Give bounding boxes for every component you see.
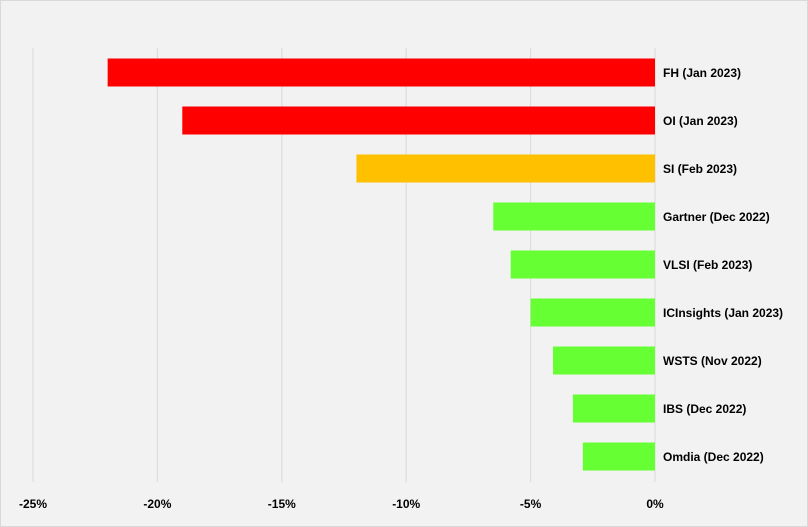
x-tick-label: -15% [268,497,296,511]
category-label: Gartner (Dec 2022) [663,210,770,224]
x-tick-label: -10% [392,497,420,511]
bar [493,202,655,231]
bar [552,346,655,375]
bar [572,394,655,423]
category-label: WSTS (Nov 2022) [663,354,762,368]
category-label: Omdia (Dec 2022) [663,450,764,464]
x-tick-label: 0% [646,497,664,511]
category-label: VLSI (Feb 2023) [663,258,752,272]
x-tick-label: -20% [143,497,171,511]
x-tick-label: -5% [520,497,542,511]
bar [530,298,655,327]
category-label: FH (Jan 2023) [663,66,741,80]
category-label: SI (Feb 2023) [663,162,737,176]
bar [182,106,655,135]
category-label: IBS (Dec 2022) [663,402,746,416]
x-tick-label: -25% [19,497,47,511]
category-label: ICInsights (Jan 2023) [663,306,783,320]
bar [510,250,655,279]
bar [356,154,655,183]
category-label: OI (Jan 2023) [663,114,738,128]
bar [582,442,655,471]
bar [107,58,655,87]
